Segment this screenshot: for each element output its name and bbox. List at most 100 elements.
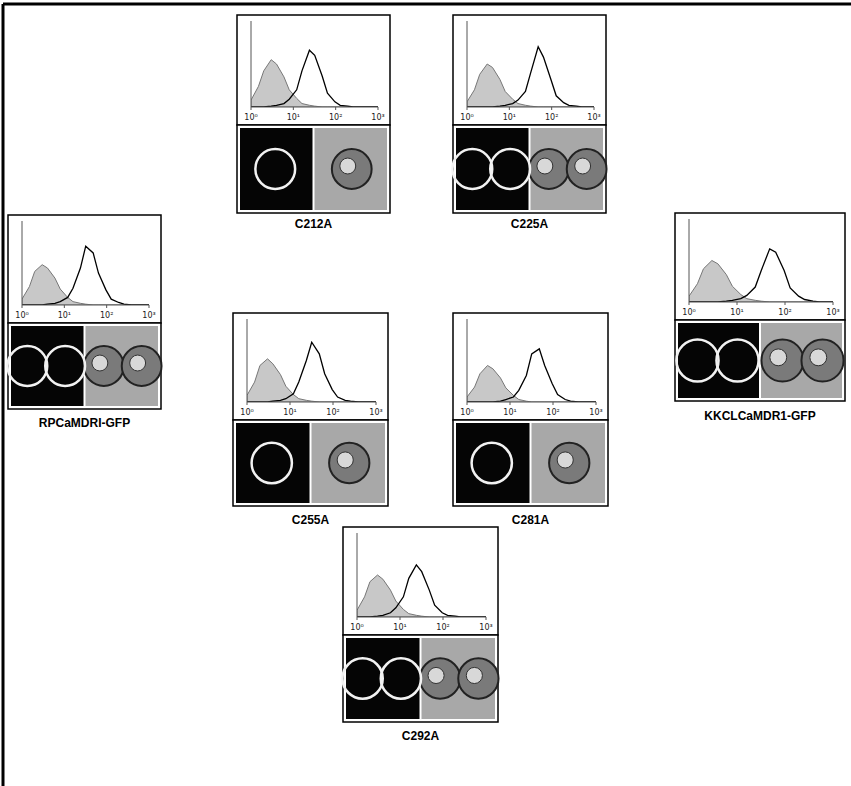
panel-title: C292A	[402, 729, 440, 743]
y-axis	[467, 319, 468, 402]
cell-dic	[329, 443, 369, 483]
x-tick	[785, 302, 786, 305]
image-box	[675, 320, 845, 401]
plot-area	[251, 50, 378, 107]
x-axis	[467, 107, 594, 108]
cell-fluorescence	[342, 658, 382, 698]
x-tick-label: 10¹	[503, 408, 516, 417]
plot-area	[689, 249, 833, 302]
cell-fluorescence	[490, 149, 530, 189]
x-tick	[290, 402, 291, 405]
x-axis	[357, 617, 486, 618]
x-tick	[251, 107, 252, 110]
x-tick	[376, 402, 377, 405]
x-tick	[247, 402, 248, 405]
cell-fluorescence	[452, 149, 492, 189]
x-tick	[509, 107, 510, 110]
x-tick	[467, 402, 468, 405]
x-tick	[400, 617, 401, 620]
x-tick-label: 10⁰	[682, 308, 695, 317]
cell-fluorescence	[255, 149, 295, 189]
x-tick	[357, 617, 358, 620]
x-tick-label: 10⁰	[240, 408, 253, 417]
image-box	[343, 635, 498, 722]
image-box	[233, 420, 388, 506]
cell-vacuole	[466, 667, 482, 683]
x-tick-label: 10¹	[393, 623, 406, 632]
figure: 10⁰10¹10²10³C212A10⁰10¹10²10³C225A10⁰10¹…	[0, 0, 851, 786]
x-tick	[551, 107, 552, 110]
plot-area	[467, 349, 596, 402]
x-tick-label: 10²	[326, 408, 339, 417]
dic-image	[532, 423, 606, 503]
panel-title: C212A	[295, 217, 333, 231]
y-axis	[467, 21, 468, 107]
cell-dic	[761, 339, 803, 381]
control-histogram	[467, 64, 594, 107]
panel-title: RPCaMDRI-GFP	[39, 416, 130, 430]
panel: 10⁰10¹10²10³C292A	[342, 527, 498, 743]
x-tick	[293, 107, 294, 110]
x-tick	[149, 305, 150, 308]
cell-vacuole	[770, 349, 787, 366]
x-tick-label: 10³	[371, 113, 384, 122]
image-box	[8, 323, 161, 409]
cell-dic	[801, 339, 843, 381]
cell-vacuole	[92, 355, 108, 371]
cell-fluorescence	[676, 339, 718, 381]
cell-vacuole	[537, 158, 553, 174]
image-box	[453, 420, 608, 506]
panel-title: C255A	[292, 513, 330, 527]
panel: 10⁰10¹10²10³C255A	[233, 313, 388, 527]
x-tick-label: 10²	[546, 408, 559, 417]
histogram-box	[453, 15, 606, 125]
panel-title: C281A	[512, 513, 550, 527]
fluorescence-image	[236, 423, 310, 503]
x-tick	[335, 107, 336, 110]
x-tick	[333, 402, 334, 405]
control-histogram	[357, 575, 486, 617]
x-tick-label: 10²	[100, 311, 113, 320]
cell-dic	[549, 443, 589, 483]
x-tick-label: 10²	[778, 308, 791, 317]
x-tick-label: 10¹	[283, 408, 296, 417]
cell-vacuole	[337, 452, 353, 468]
x-tick-label: 10⁰	[15, 311, 28, 320]
dic-image	[315, 128, 388, 210]
sample-histogram	[689, 249, 833, 302]
dic-image	[312, 423, 386, 503]
x-axis	[251, 107, 378, 108]
cell-vacuole	[557, 452, 573, 468]
plot-area	[357, 565, 486, 617]
cell-fluorescence	[45, 346, 85, 386]
cell-fluorescence	[381, 658, 421, 698]
x-tick	[737, 302, 738, 305]
x-tick	[22, 305, 23, 308]
x-tick-label: 10⁰	[460, 408, 473, 417]
x-axis	[247, 402, 376, 403]
panel-title: KKCLCaMDR1-GFP	[704, 409, 815, 423]
cell-fluorescence	[716, 339, 758, 381]
panel: 10⁰10¹10²10³C225A	[452, 15, 606, 231]
cell-dic	[529, 149, 569, 189]
plot-area	[22, 246, 149, 305]
cell-fluorescence	[252, 443, 292, 483]
histogram-box	[8, 215, 161, 323]
cell-vacuole	[340, 158, 356, 174]
x-tick	[833, 302, 834, 305]
cell-vacuole	[810, 349, 827, 366]
x-tick	[106, 305, 107, 308]
cell-dic	[84, 346, 124, 386]
x-tick	[594, 107, 595, 110]
x-axis	[22, 305, 149, 306]
cell-dic	[420, 658, 460, 698]
fluorescence-image	[456, 423, 530, 503]
x-tick-label: 10¹	[58, 311, 71, 320]
control-histogram	[251, 60, 378, 107]
cell-dic	[567, 149, 607, 189]
histogram-box	[675, 213, 845, 320]
x-tick-label: 10¹	[503, 113, 516, 122]
x-tick-label: 10¹	[287, 113, 300, 122]
x-tick-label: 10⁰	[460, 113, 473, 122]
sample-histogram	[467, 349, 596, 402]
